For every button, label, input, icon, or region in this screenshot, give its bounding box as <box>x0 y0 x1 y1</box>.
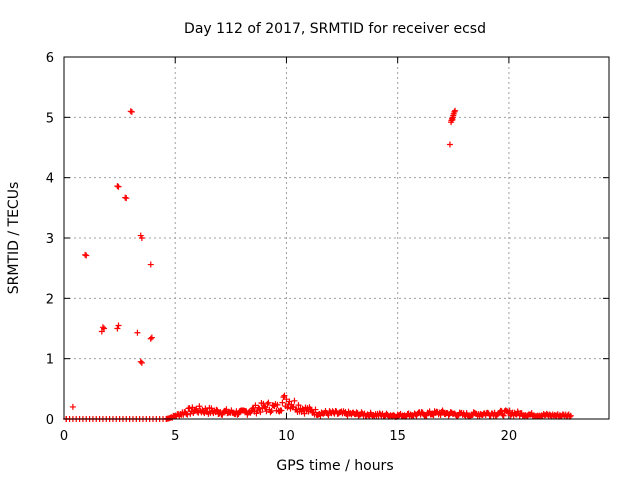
data-point <box>138 359 145 366</box>
data-point <box>223 406 230 413</box>
data-point <box>449 116 456 123</box>
y-tick-label: 0 <box>46 413 54 428</box>
data-point <box>285 401 292 408</box>
data-point <box>437 412 444 419</box>
data-point <box>263 408 270 415</box>
data-point <box>138 235 145 241</box>
data-point <box>194 408 201 415</box>
data-point <box>261 403 268 410</box>
data-point <box>499 411 506 418</box>
data-point <box>284 404 291 411</box>
data-point <box>252 402 259 409</box>
data-point <box>134 329 141 336</box>
data-point <box>452 107 459 114</box>
y-tick-label: 4 <box>46 172 54 187</box>
data-point <box>184 411 191 418</box>
data-point <box>278 407 285 414</box>
data-point <box>82 251 89 258</box>
data-point <box>312 406 319 413</box>
chart-title: Day 112 of 2017, SRMTID for receiver ecs… <box>184 21 486 37</box>
data-point <box>122 194 129 201</box>
data-point <box>202 405 209 412</box>
data-point <box>283 396 290 403</box>
data-point <box>506 407 513 414</box>
data-point <box>291 397 298 404</box>
data-point <box>301 410 308 417</box>
data-point <box>115 183 122 190</box>
data-point <box>189 404 196 411</box>
data-point <box>451 108 458 115</box>
data-point <box>147 261 154 268</box>
y-tick-label: 2 <box>46 292 54 307</box>
data-point <box>286 398 293 405</box>
data-point <box>268 407 275 414</box>
data-point <box>69 403 76 410</box>
x-tick-label: 5 <box>171 429 179 444</box>
y-tick-label: 6 <box>46 51 54 66</box>
data-point <box>147 335 154 342</box>
data-point <box>264 400 271 407</box>
data-point <box>429 411 436 418</box>
data-point <box>353 409 360 416</box>
data-point <box>295 402 302 409</box>
y-tick-label: 3 <box>46 232 54 247</box>
data-point <box>235 411 242 418</box>
x-tick-label: 15 <box>389 429 406 444</box>
data-point <box>234 411 241 418</box>
data-point <box>83 252 90 259</box>
data-point <box>148 334 155 341</box>
data-point <box>98 328 105 335</box>
data-point <box>196 403 203 410</box>
data-point <box>257 409 264 416</box>
data-point <box>208 405 215 412</box>
data-point <box>115 322 122 329</box>
x-tick-label: 10 <box>278 429 295 444</box>
x-tick-label: 0 <box>60 429 68 444</box>
x-axis-label: GPS time / hours <box>276 458 393 474</box>
data-point <box>114 183 121 190</box>
data-point <box>299 405 306 412</box>
data-point <box>123 195 130 202</box>
data-point <box>213 406 220 413</box>
data-point <box>137 358 144 365</box>
y-axis-label: SRMTID / TECUs <box>6 182 22 295</box>
data-point <box>128 108 135 115</box>
data-point <box>445 412 452 419</box>
data-point <box>127 108 134 115</box>
data-point <box>500 412 507 419</box>
data-point <box>281 392 288 399</box>
data-point <box>307 406 314 413</box>
data-point <box>446 141 453 148</box>
data-point <box>253 410 260 417</box>
data-point <box>193 405 200 412</box>
plot-frame <box>63 56 610 420</box>
x-tick-label: 20 <box>501 429 518 444</box>
data-point <box>114 325 121 332</box>
data-point <box>265 399 272 406</box>
data-point <box>454 412 461 419</box>
y-tick-label: 1 <box>46 353 54 368</box>
data-point <box>262 404 269 411</box>
grid <box>64 57 609 419</box>
data-point <box>279 399 286 406</box>
data-points <box>63 107 574 422</box>
y-tick-label: 5 <box>46 111 54 126</box>
data-point <box>267 409 274 416</box>
data-point <box>274 401 281 408</box>
data-point <box>99 324 106 331</box>
data-point <box>567 412 574 419</box>
data-point <box>101 325 108 332</box>
